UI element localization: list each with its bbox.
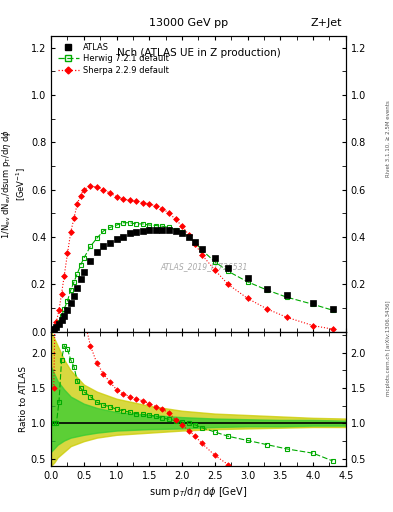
Text: mcplots.cern.ch [arXiv:1306.3436]: mcplots.cern.ch [arXiv:1306.3436]: [386, 301, 391, 396]
Text: Z+Jet: Z+Jet: [310, 18, 342, 28]
Y-axis label: Ratio to ATLAS: Ratio to ATLAS: [19, 366, 28, 432]
X-axis label: sum p$_T$/d$\eta$ d$\phi$ [GeV]: sum p$_T$/d$\eta$ d$\phi$ [GeV]: [149, 485, 248, 499]
Text: ATLAS_2019_I1736531: ATLAS_2019_I1736531: [161, 262, 248, 271]
Text: Rivet 3.1.10, ≥ 2.5M events: Rivet 3.1.10, ≥ 2.5M events: [386, 100, 391, 177]
Legend: ATLAS, Herwig 7.2.1 default, Sherpa 2.2.9 default: ATLAS, Herwig 7.2.1 default, Sherpa 2.2.…: [55, 40, 171, 77]
Y-axis label: 1/N$_{\rm ev}$ dN$_{\rm ev}$/dsum p$_{\rm T}$/d$\eta$ d$\phi$
[GeV$^{-1}$]: 1/N$_{\rm ev}$ dN$_{\rm ev}$/dsum p$_{\r…: [0, 129, 28, 239]
Text: Nch (ATLAS UE in Z production): Nch (ATLAS UE in Z production): [117, 48, 280, 58]
Text: 13000 GeV pp: 13000 GeV pp: [149, 18, 228, 28]
